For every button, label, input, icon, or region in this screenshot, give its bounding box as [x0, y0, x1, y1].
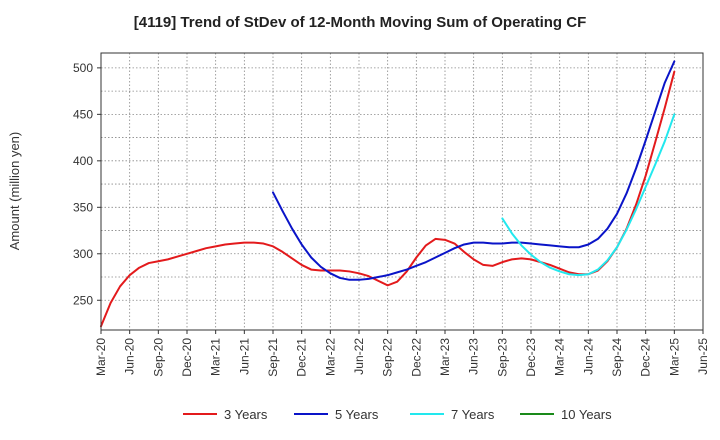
x-tick-label: Mar-22 [323, 338, 337, 376]
x-tick-label: Sep-24 [610, 338, 624, 377]
legend-label: 7 Years [451, 407, 495, 422]
x-tick-label: Dec-24 [639, 338, 653, 377]
plot-area [100, 52, 704, 331]
y-axis-ticks: 250 300 350 400 450 500 [73, 61, 101, 307]
x-tick-label: Dec-20 [180, 338, 194, 377]
x-tick-label: Jun-22 [352, 338, 366, 375]
y-tick-label: 250 [73, 293, 93, 307]
y-axis-label: Amount (million yen) [7, 132, 22, 251]
x-axis-ticks: Mar-20 Jun-20 Sep-20 Dec-20 Mar-21 Jun-21 Sep-… [94, 330, 710, 377]
x-tick-label: Mar-25 [667, 338, 681, 376]
x-tick-label: Jun-20 [123, 338, 137, 375]
x-tick-label: Jun-25 [696, 338, 710, 375]
series-lines [100, 60, 676, 328]
legend-label: 10 Years [561, 407, 612, 422]
x-tick-label: Dec-22 [409, 338, 423, 377]
x-tick-label: Dec-23 [524, 338, 538, 377]
chart-title: [4119] Trend of StDev of 12-Month Moving… [133, 14, 587, 31]
x-tick-label: Mar-23 [438, 338, 452, 376]
series-line-5-years [272, 60, 676, 281]
y-tick-label: 450 [73, 107, 93, 121]
x-tick-label: Jun-21 [237, 338, 251, 375]
x-tick-label: Mar-21 [209, 338, 223, 376]
x-tick-label: Sep-21 [266, 338, 280, 377]
x-tick-label: Jun-24 [581, 338, 595, 375]
legend-label: 3 Years [224, 407, 268, 422]
x-tick-label: Mar-20 [94, 338, 108, 376]
x-tick-label: Dec-21 [295, 338, 309, 377]
series-line-7-years [501, 113, 676, 277]
x-tick-label: Jun-23 [467, 338, 481, 375]
x-tick-label: Sep-22 [381, 338, 395, 377]
y-tick-label: 500 [73, 61, 93, 75]
legend: 3 Years 5 Years 7 Years 10 Years [183, 407, 612, 422]
grid-lines [100, 53, 704, 330]
x-tick-label: Mar-24 [553, 338, 567, 376]
legend-label: 5 Years [335, 407, 379, 422]
y-tick-label: 300 [73, 247, 93, 261]
plot-frame [100, 52, 704, 331]
x-tick-label: Sep-20 [151, 338, 165, 377]
y-tick-label: 400 [73, 154, 93, 168]
x-tick-label: Sep-23 [495, 338, 509, 377]
y-tick-label: 350 [73, 200, 93, 214]
